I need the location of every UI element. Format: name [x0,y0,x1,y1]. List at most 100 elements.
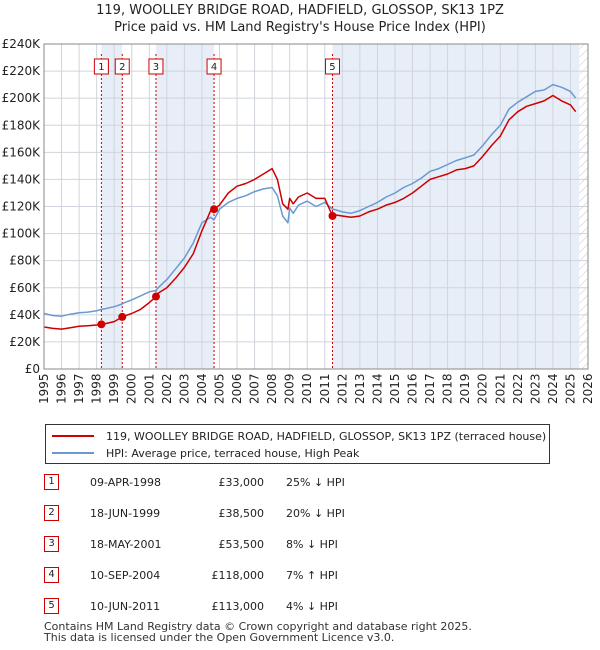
table-row: 5 10-JUN-2011 £113,000 4% ↓ HPI [0,594,600,618]
legend: 119, WOOLLEY BRIDGE ROAD, HADFIELD, GLOS… [45,424,550,464]
price-chart: £0 £20K £40K £60K £80K £100K £120K £140K £160K £1… [2,37,595,404]
series-layer [43,83,577,330]
sale-label-box [93,58,109,75]
x-tick-label: 2003 [177,373,191,404]
x-tick-label: 2014 [370,373,384,404]
sale-hpi-diff: 20% ↓ HPI [286,507,345,520]
sale-label-number: 4 [211,62,217,73]
x-tick-label: 1997 [72,373,86,404]
chart-title-line1: 119, WOOLLEY BRIDGE ROAD, HADFIELD, GLOS… [96,3,504,18]
sale-hpi-diff: 7% ↑ HPI [286,569,338,582]
sale-price: £38,500 [218,507,265,520]
x-tick-label: 2019 [458,373,472,404]
sale-label-number: 1 [98,62,104,73]
x-tick-label: 2025 [563,373,577,404]
sale-label-box [148,58,164,75]
x-tick-label: 2012 [335,373,349,404]
table-row: 3 18-MAY-2001 £53,500 8% ↓ HPI [0,532,600,556]
y-tick-label: £100K [2,227,42,241]
legend-item-price: 119, WOOLLEY BRIDGE ROAD, HADFIELD, GLOS… [52,428,546,444]
axis-layer: £0 £20K £40K £60K £80K £100K £120K £140K £160K £1… [2,37,595,404]
y-tick-label: £120K [2,200,42,214]
y-tick-label: £240K [2,37,42,51]
sale-label-box [206,58,222,75]
table-row: 1 09-APR-1998 £33,000 25% ↓ HPI [0,470,600,494]
x-tick-label: 2006 [230,373,244,404]
sale-date: 09-APR-1998 [90,476,162,489]
x-tick-label: 2002 [160,373,174,404]
sale-hpi-diff: 8% ↓ HPI [286,538,338,551]
sale-number-badge: 2 [44,505,59,521]
x-tick-label: 1995 [37,373,51,404]
y-tick-label: £220K [2,64,42,78]
sale-label-box [324,58,340,75]
x-tick-label: 1996 [55,373,69,404]
sale-date: 18-JUN-1999 [90,507,161,520]
y-tick-label: £200K [2,91,42,105]
x-tick-label: 2017 [423,373,437,404]
sale-label-box [114,58,130,75]
sale-date: 18-MAY-2001 [90,538,162,551]
sale-point [151,292,160,301]
sale-points [97,205,337,329]
y-tick-label: £60K [9,281,41,295]
x-tick-label: 2000 [125,373,139,404]
x-tick-label: 2009 [283,373,297,404]
x-tick-label: 2013 [353,373,367,404]
sale-number-badge: 5 [44,598,59,614]
sale-date: 10-SEP-2004 [90,569,161,582]
sale-point [97,320,106,329]
y-tick-label: £180K [2,118,42,132]
legend-swatch-hpi [52,452,94,454]
x-tick-label: 2001 [142,373,156,404]
x-tick-label: 2024 [546,373,560,404]
x-tick-label: 2026 [581,373,595,404]
x-tick-label: 2010 [300,373,314,404]
y-tick-label: £140K [2,172,42,186]
legend-label-hpi: HPI: Average price, terraced house, High… [106,446,360,460]
plot-frame [43,43,589,370]
y-tick-label: £80K [9,254,41,268]
price-paid-line [43,94,577,330]
table-row: 2 18-JUN-1999 £38,500 20% ↓ HPI [0,501,600,525]
legend-label-price: 119, WOOLLEY BRIDGE ROAD, HADFIELD, GLOS… [106,429,547,443]
sale-label-number: 2 [119,62,125,73]
x-tick-label: 1999 [107,373,121,404]
sale-price: £113,000 [211,600,265,613]
sale-price: £53,500 [218,538,265,551]
sale-point [210,205,219,214]
legend-swatch-price [52,435,94,437]
sale-number-badge: 3 [44,536,59,552]
x-tick-label: 2023 [528,373,542,404]
x-tick-label: 2005 [212,373,226,404]
sale-point [328,211,337,220]
table-row: 4 10-SEP-2004 £118,000 7% ↑ HPI [0,563,600,587]
sale-hpi-diff: 25% ↓ HPI [286,476,345,489]
y-tick-label: £40K [9,308,41,322]
x-tick-label: 2021 [493,373,507,404]
x-tick-label: 2011 [318,373,332,404]
footer-copyright: Contains HM Land Registry data © Crown c… [44,620,472,633]
sale-number-badge: 4 [44,567,59,583]
sale-label-boxes: 1 2 3 4 5 [93,58,340,75]
x-tick-label: 2015 [388,373,402,404]
chart-title-line2: Price paid vs. HM Land Registry's House … [114,20,486,35]
sale-hpi-diff: 4% ↓ HPI [286,600,338,613]
hpi-line [43,83,577,317]
footer-licence: This data is licensed under the Open Gov… [44,631,395,644]
x-tick-label: 2018 [441,373,455,404]
y-tick-label: £20K [9,335,41,349]
sale-number-badge: 1 [44,474,59,490]
sale-label-number: 5 [329,62,335,73]
x-tick-label: 2008 [265,373,279,404]
x-tick-label: 2020 [476,373,490,404]
x-tick-label: 1998 [90,373,104,404]
x-tick-label: 2007 [248,373,262,404]
sale-label-number: 3 [153,62,159,73]
x-tick-label: 2004 [195,373,209,404]
sale-price: £33,000 [218,476,265,489]
sale-point [118,312,127,321]
legend-item-hpi: HPI: Average price, terraced house, High… [52,445,359,461]
y-tick-label: £0 [25,362,40,376]
x-tick-label: 2016 [406,373,420,404]
